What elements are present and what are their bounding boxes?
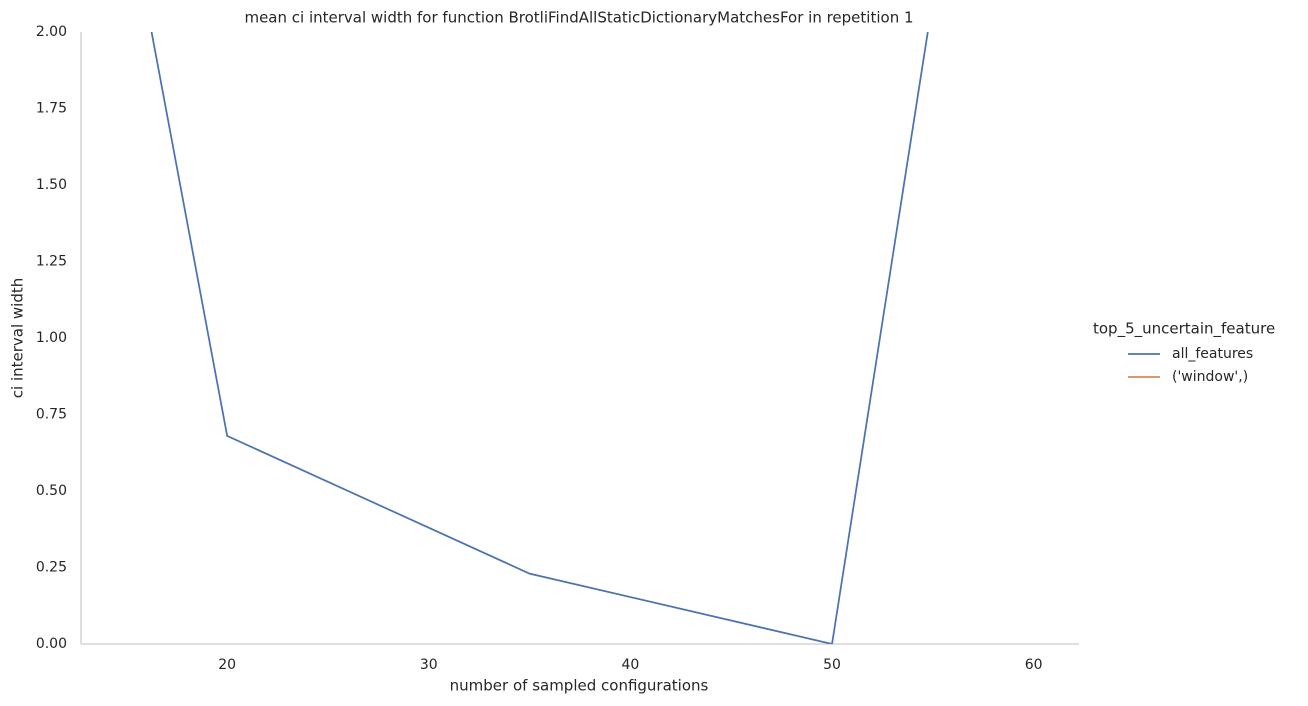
x-tick-label: 50 <box>823 657 841 673</box>
chart-title: mean ci interval width for function Brot… <box>244 9 913 27</box>
x-tick-label: 20 <box>218 657 236 673</box>
y-tick-label: 0.75 <box>36 407 67 423</box>
legend-label: ('window',) <box>1172 369 1248 385</box>
y-tick-label: 1.00 <box>36 330 67 346</box>
x-tick-label: 60 <box>1025 657 1043 673</box>
x-tick-label: 30 <box>420 657 438 673</box>
y-tick-label: 0.50 <box>36 483 67 499</box>
y-tick-label: 2.00 <box>36 24 67 40</box>
legend-title: top_5_uncertain_feature <box>1093 320 1275 339</box>
legend-label: all_features <box>1172 346 1253 362</box>
y-tick-label: 1.50 <box>36 177 67 193</box>
y-tick-label: 0.00 <box>36 636 67 652</box>
x-tick-label: 40 <box>621 657 639 673</box>
y-axis-label: ci interval width <box>9 278 27 398</box>
y-tick-label: 1.75 <box>36 101 67 117</box>
data-line <box>150 32 929 644</box>
y-tick-label: 0.25 <box>36 560 67 576</box>
y-tick-label: 1.25 <box>36 254 67 270</box>
x-axis-label: number of sampled configurations <box>450 677 709 695</box>
